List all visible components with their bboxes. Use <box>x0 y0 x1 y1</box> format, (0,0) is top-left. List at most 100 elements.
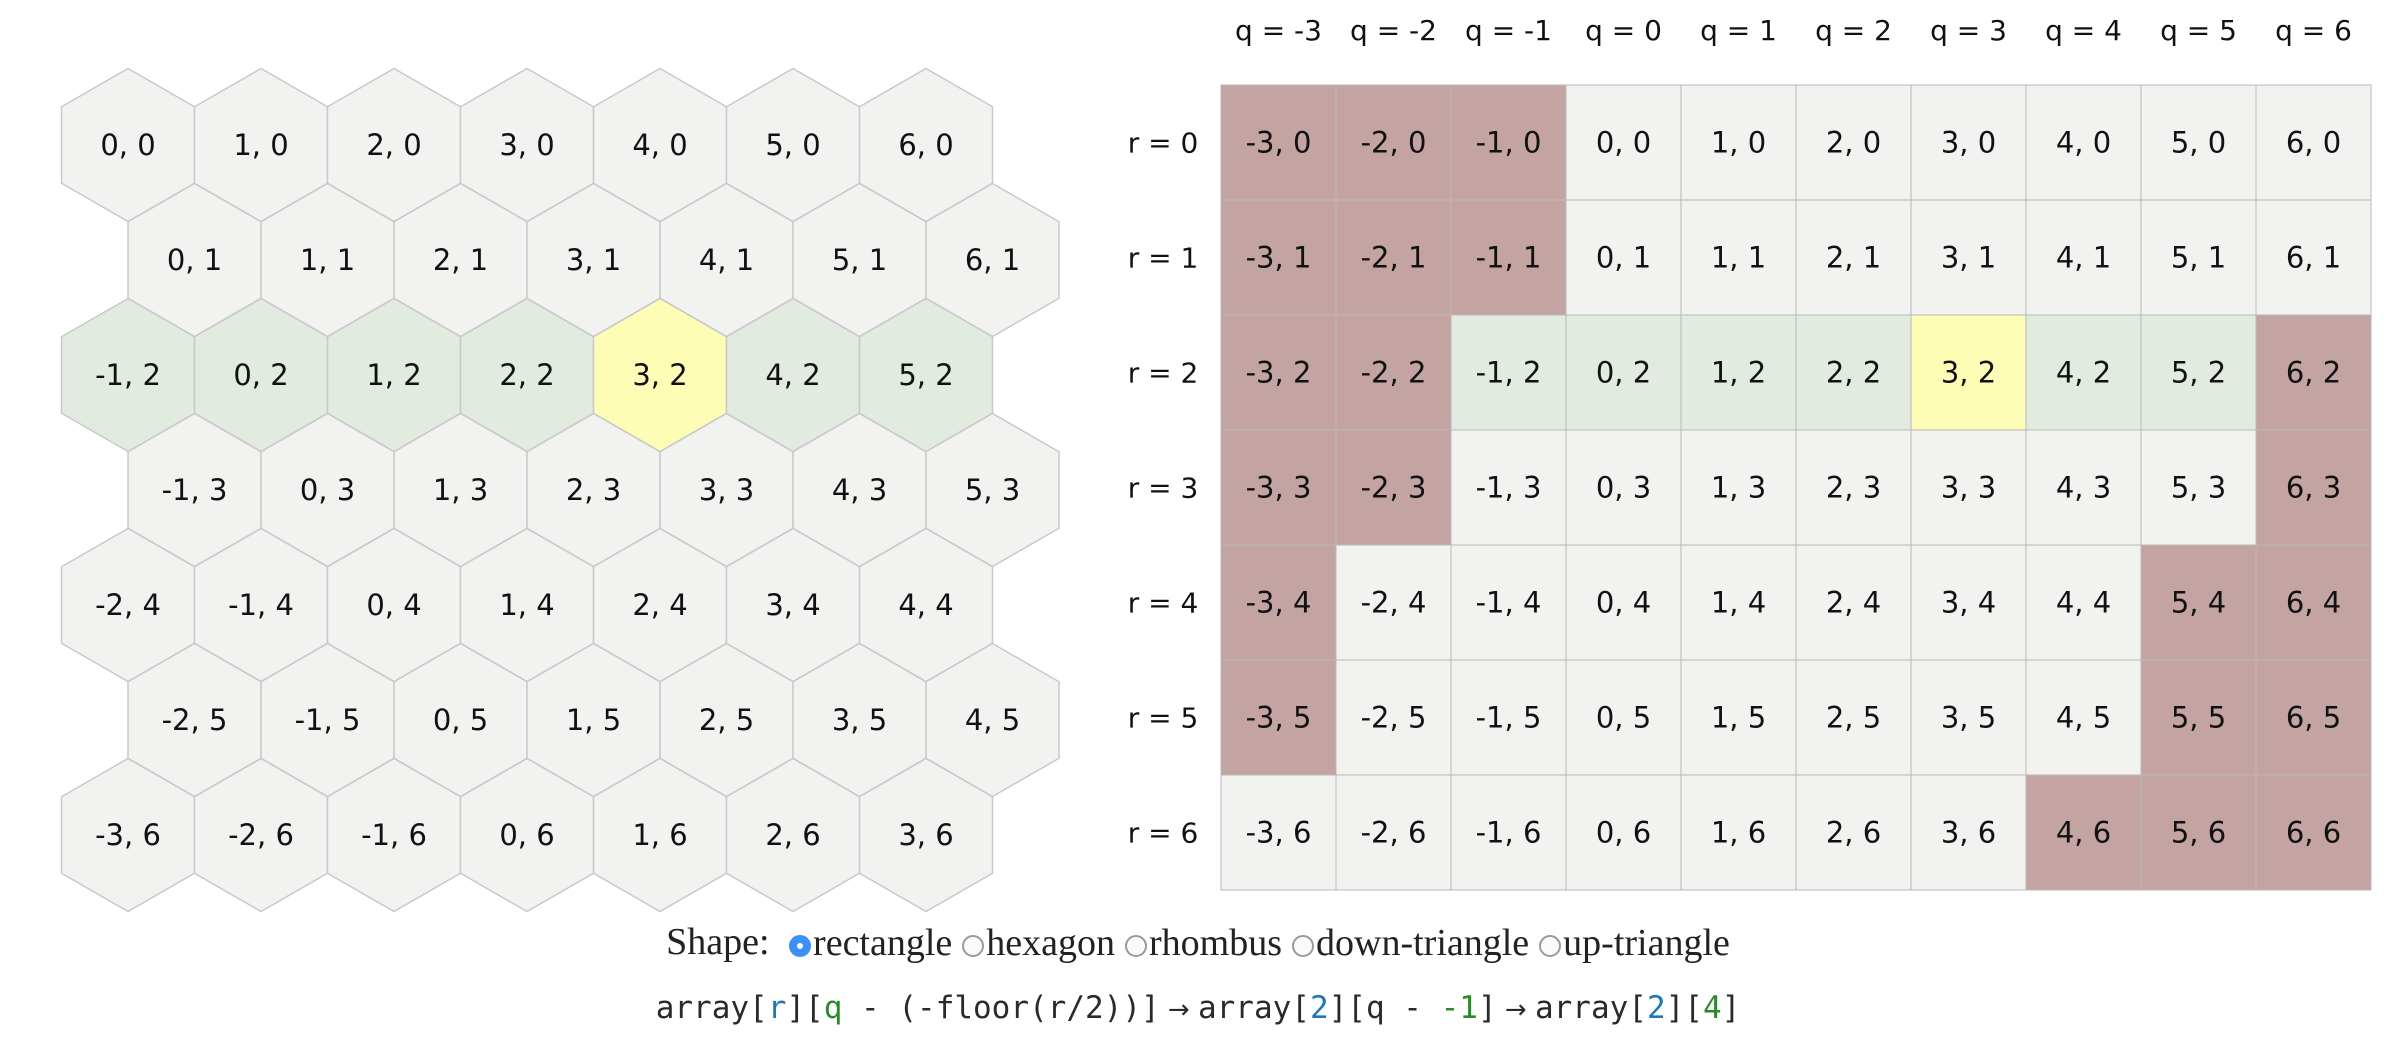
array-cell-bg[interactable] <box>1565 544 1682 661</box>
array-cell-bg[interactable] <box>1795 84 1912 201</box>
hex-cell[interactable]: -2, 5 <box>127 642 262 798</box>
array-cell-bg[interactable] <box>1910 314 2027 431</box>
array-cell[interactable]: 5, 2 <box>2140 314 2257 431</box>
hex-cell[interactable]: 6, 0 <box>858 67 994 223</box>
array-cell[interactable]: -2, 1 <box>1335 199 1452 316</box>
array-cell[interactable]: 6, 0 <box>2255 84 2372 201</box>
array-cell-bg[interactable] <box>1335 199 1452 316</box>
hex-cell[interactable]: -3, 6 <box>60 757 196 913</box>
array-cell[interactable]: -3, 0 <box>1220 84 1337 201</box>
array-cell-bg[interactable] <box>2255 659 2372 776</box>
array-cell-bg[interactable] <box>2025 84 2142 201</box>
array-cell[interactable]: -2, 0 <box>1335 84 1452 201</box>
array-cell-bg[interactable] <box>1220 544 1337 661</box>
array-cell[interactable]: 2, 3 <box>1795 429 1912 546</box>
array-cell-bg[interactable] <box>2140 544 2257 661</box>
array-cell-bg[interactable] <box>2255 544 2372 661</box>
array-cell[interactable]: 1, 6 <box>1680 774 1797 891</box>
array-cell[interactable]: 4, 2 <box>2025 314 2142 431</box>
array-cell[interactable]: 2, 6 <box>1795 774 1912 891</box>
array-cell-bg[interactable] <box>1220 659 1337 776</box>
array-cell[interactable]: -1, 0 <box>1450 84 1567 201</box>
array-cell[interactable]: 3, 4 <box>1910 544 2027 661</box>
shape-option-hexagon[interactable]: hexagon <box>952 921 1115 965</box>
array-cell-bg[interactable] <box>1450 84 1567 201</box>
hex-cell[interactable]: 1, 2 <box>326 297 462 453</box>
hex-cell[interactable]: 0, 2 <box>193 297 329 453</box>
array-cell[interactable]: 6, 1 <box>2255 199 2372 316</box>
array-cell-bg[interactable] <box>2255 774 2372 891</box>
array-cell-bg[interactable] <box>1220 774 1337 891</box>
array-cell[interactable]: -3, 1 <box>1220 199 1337 316</box>
array-cell[interactable]: 1, 2 <box>1680 314 1797 431</box>
radio-up-triangle[interactable] <box>1539 935 1562 957</box>
array-cell-bg[interactable] <box>1910 659 2027 776</box>
array-cell-bg[interactable] <box>1565 659 1682 776</box>
hex-cell[interactable]: 0, 6 <box>459 757 595 913</box>
array-cell[interactable]: 0, 3 <box>1565 429 1682 546</box>
array-cell-bg[interactable] <box>1335 429 1452 546</box>
array-cell-bg[interactable] <box>1335 659 1452 776</box>
shape-option-rhombus[interactable]: rhombus <box>1115 921 1282 965</box>
hex-cell[interactable]: -1, 4 <box>193 527 329 683</box>
array-cell[interactable]: 5, 1 <box>2140 199 2257 316</box>
array-cell-bg[interactable] <box>1795 429 1912 546</box>
hex-cell[interactable]: 0, 1 <box>127 182 262 338</box>
array-cell[interactable]: 2, 0 <box>1795 84 1912 201</box>
array-cell-bg[interactable] <box>2140 429 2257 546</box>
hex-cell[interactable]: 3, 0 <box>459 67 595 223</box>
hex-cell[interactable]: 4, 4 <box>858 527 994 683</box>
array-cell-bg[interactable] <box>1565 774 1682 891</box>
shape-option-rectangle[interactable]: rectangle <box>779 921 952 965</box>
array-cell-bg[interactable] <box>1450 774 1567 891</box>
array-cell[interactable]: 0, 2 <box>1565 314 1682 431</box>
hex-cell[interactable]: 0, 4 <box>326 527 462 683</box>
array-cell[interactable]: 5, 6 <box>2140 774 2257 891</box>
array-cell-bg[interactable] <box>1565 314 1682 431</box>
array-cell[interactable]: -1, 1 <box>1450 199 1567 316</box>
hex-cell[interactable]: 0, 5 <box>393 642 528 798</box>
hex-cell[interactable]: -2, 4 <box>60 527 196 683</box>
array-cell[interactable]: -2, 3 <box>1335 429 1452 546</box>
array-cell[interactable]: -1, 6 <box>1450 774 1567 891</box>
array-cell-bg[interactable] <box>1335 774 1452 891</box>
array-cell[interactable]: 5, 0 <box>2140 84 2257 201</box>
array-cell[interactable]: 2, 5 <box>1795 659 1912 776</box>
array-cell-bg[interactable] <box>1910 84 2027 201</box>
hex-cell[interactable]: -2, 6 <box>193 757 329 913</box>
array-cell[interactable]: 0, 1 <box>1565 199 1682 316</box>
array-cell-bg[interactable] <box>1335 544 1452 661</box>
array-cell-bg[interactable] <box>1220 429 1337 546</box>
array-cell-bg[interactable] <box>2025 659 2142 776</box>
array-cell[interactable]: -1, 5 <box>1450 659 1567 776</box>
array-cell-bg[interactable] <box>1795 314 1912 431</box>
array-cell-bg[interactable] <box>2255 199 2372 316</box>
array-cell-bg[interactable] <box>2025 544 2142 661</box>
array-cell-bg[interactable] <box>1680 429 1797 546</box>
array-cell[interactable]: 3, 0 <box>1910 84 2027 201</box>
array-cell-bg[interactable] <box>2025 429 2142 546</box>
array-cell-bg[interactable] <box>1450 429 1567 546</box>
array-cell-bg[interactable] <box>2255 314 2372 431</box>
array-cell-bg[interactable] <box>2140 314 2257 431</box>
shape-option-down-triangle[interactable]: down-triangle <box>1282 921 1529 965</box>
array-cell[interactable]: -2, 6 <box>1335 774 1452 891</box>
array-cell-bg[interactable] <box>2255 84 2372 201</box>
radio-rhombus[interactable] <box>1125 935 1148 957</box>
array-cell[interactable]: 0, 4 <box>1565 544 1682 661</box>
array-cell[interactable]: 3, 5 <box>1910 659 2027 776</box>
array-cell-bg[interactable] <box>1450 659 1567 776</box>
array-cell[interactable]: 1, 4 <box>1680 544 1797 661</box>
array-cell[interactable]: 2, 2 <box>1795 314 1912 431</box>
array-cell-bg[interactable] <box>1335 84 1452 201</box>
array-cell-bg[interactable] <box>2140 774 2257 891</box>
array-cell[interactable]: 4, 0 <box>2025 84 2142 201</box>
hex-cell[interactable]: 1, 5 <box>526 642 661 798</box>
array-cell-bg[interactable] <box>1910 774 2027 891</box>
array-cell-bg[interactable] <box>1795 774 1912 891</box>
array-cell-bg[interactable] <box>1220 314 1337 431</box>
array-cell[interactable]: 0, 0 <box>1565 84 1682 201</box>
hex-cell[interactable]: 2, 4 <box>592 527 728 683</box>
array-cell-bg[interactable] <box>1450 199 1567 316</box>
array-cell-bg[interactable] <box>1910 429 2027 546</box>
